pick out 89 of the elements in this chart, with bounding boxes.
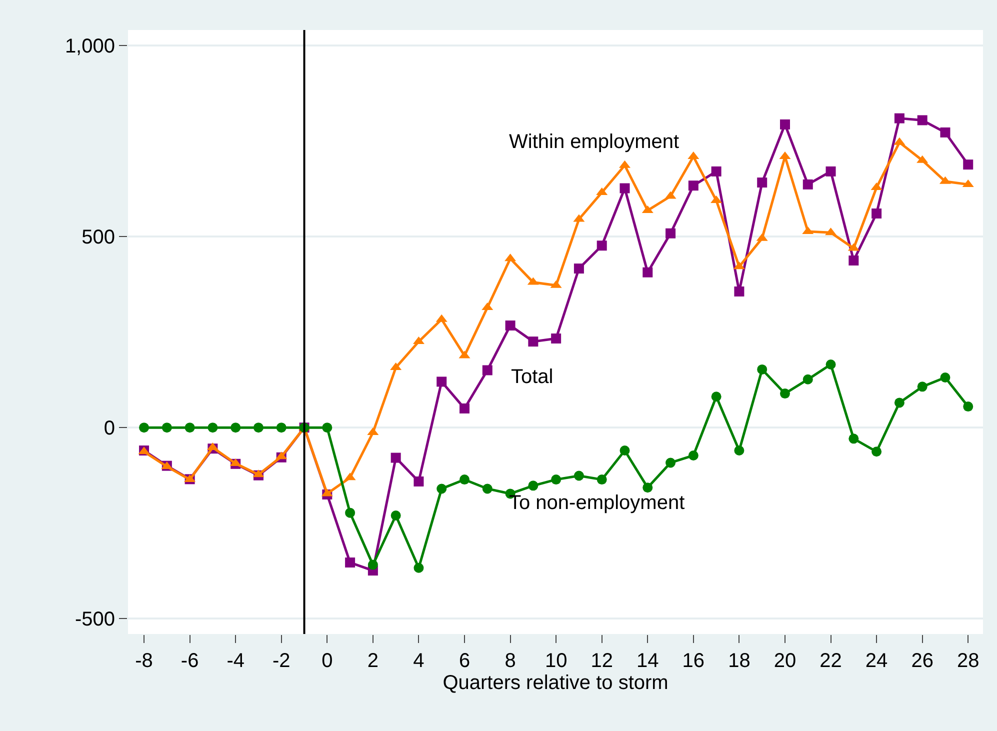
point [666, 458, 676, 468]
point [642, 267, 653, 278]
x-tick-label: 14 [636, 650, 659, 672]
point [940, 372, 950, 382]
point [390, 510, 401, 520]
x-tick-label: -4 [226, 650, 244, 672]
point [596, 240, 607, 251]
point [802, 374, 813, 384]
point [596, 474, 607, 485]
point [574, 264, 584, 274]
x-tick-label: 16 [682, 650, 705, 672]
point [872, 446, 882, 457]
point [848, 256, 859, 266]
point [574, 470, 584, 481]
point [642, 482, 653, 493]
point [436, 376, 447, 387]
point [688, 450, 698, 460]
point [711, 392, 722, 402]
x-tick-label: 10 [544, 650, 568, 672]
x-tick-label: 28 [956, 650, 980, 672]
point [139, 422, 150, 433]
point [322, 422, 332, 433]
x-tick-label: 6 [458, 650, 470, 672]
series-label: To non-employment [509, 492, 686, 514]
point [482, 365, 492, 376]
point [872, 208, 882, 218]
point [734, 446, 744, 456]
point [345, 508, 356, 518]
y-tick-label: 500 [82, 226, 115, 248]
point [253, 422, 264, 433]
point [757, 364, 768, 374]
point [208, 422, 218, 433]
y-tick-label: 0 [104, 418, 115, 440]
point [917, 382, 928, 392]
x-tick-label: 8 [504, 650, 516, 672]
point [620, 183, 630, 194]
point [162, 422, 172, 433]
point [528, 336, 538, 347]
x-tick-label: -2 [272, 650, 290, 672]
point [848, 434, 859, 444]
point [757, 178, 768, 188]
point [826, 166, 836, 176]
point [780, 388, 790, 399]
point [230, 422, 241, 433]
point [184, 422, 195, 433]
x-tick-label: -8 [135, 650, 153, 672]
point [894, 113, 904, 124]
x-axis-title: Quarters relative to storm [442, 672, 668, 694]
x-tick-label: -6 [180, 650, 199, 672]
point [734, 286, 744, 296]
point [551, 474, 562, 485]
series-label: Total [511, 366, 554, 388]
point [551, 334, 562, 344]
point [414, 562, 424, 573]
point [460, 403, 470, 414]
point [666, 228, 676, 238]
point [940, 127, 950, 138]
point [436, 484, 447, 494]
point [620, 446, 630, 456]
point [368, 560, 378, 570]
x-tick-label: 20 [774, 650, 796, 672]
y-tick-label: 1,000 [64, 35, 115, 58]
point [390, 452, 401, 463]
point [528, 480, 538, 491]
series-label: Within employment [509, 131, 680, 153]
x-tick-label: 26 [911, 650, 934, 672]
point [482, 484, 492, 494]
y-tick-label: -500 [74, 608, 115, 631]
x-tick-label: 24 [865, 650, 888, 672]
point [414, 476, 424, 486]
point [963, 160, 974, 170]
point [826, 359, 836, 370]
point [780, 119, 790, 130]
point [917, 115, 928, 126]
point [963, 402, 974, 412]
x-tick-label: 0 [322, 650, 333, 672]
x-tick-label: 2 [367, 650, 379, 672]
point [894, 398, 904, 408]
x-tick-label: 18 [728, 650, 750, 672]
point [802, 179, 813, 190]
x-tick-label: 4 [413, 650, 424, 672]
point [276, 422, 286, 433]
x-tick-label: 12 [590, 650, 613, 672]
point [505, 320, 516, 330]
point [711, 166, 722, 176]
x-tick-label: 22 [820, 650, 842, 672]
point [345, 558, 356, 568]
point [688, 180, 698, 191]
point [460, 474, 470, 485]
